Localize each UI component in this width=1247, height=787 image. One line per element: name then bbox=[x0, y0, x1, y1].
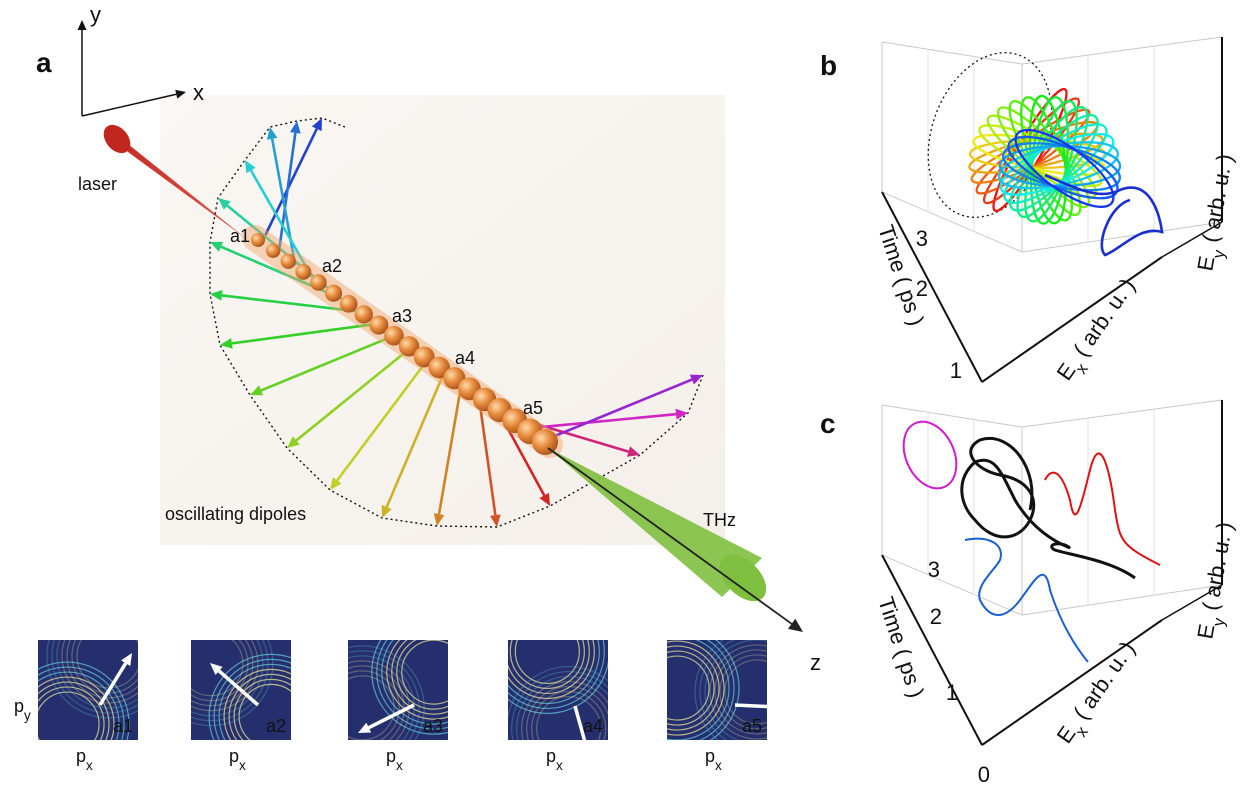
line bbox=[1022, 585, 1222, 615]
inset-x-label-sub: x bbox=[556, 758, 563, 773]
axis-label: x bbox=[193, 80, 204, 105]
axis-title-rest: ( arb. u. ) bbox=[1065, 274, 1140, 366]
inset-y-label: py bbox=[14, 696, 31, 723]
line bbox=[1022, 400, 1222, 427]
inset-x-label-main: p bbox=[76, 746, 86, 766]
projection-xy bbox=[893, 413, 966, 497]
inset-x-label-sub: x bbox=[715, 758, 722, 773]
inset-label: a5 bbox=[742, 716, 762, 736]
projection-ey bbox=[1045, 453, 1160, 565]
chain-label: a3 bbox=[392, 306, 412, 326]
axis-label: y bbox=[90, 2, 101, 27]
dipole bbox=[340, 295, 358, 313]
tick-label: 3 bbox=[928, 557, 940, 582]
tick-label: 3 bbox=[916, 226, 928, 251]
inset-x-label: px bbox=[705, 746, 722, 773]
inset-y-label-main: p bbox=[14, 696, 24, 716]
figure: a y x laser a1 a2 a3 a4 a5 THz z oscillating dipole… bbox=[0, 0, 1247, 787]
dipoles-label: oscillating dipoles bbox=[165, 504, 306, 524]
dipole bbox=[266, 243, 281, 258]
axis-title: Ex ( arb. u. ) bbox=[1052, 637, 1147, 753]
axis-title: Ey ( arb. u. ) bbox=[1192, 520, 1245, 642]
dipole bbox=[325, 285, 342, 302]
projection-ex bbox=[965, 539, 1088, 662]
inset-y-label-sub: y bbox=[24, 708, 31, 723]
tick-label: 2 bbox=[930, 604, 942, 629]
inset-x-label: px bbox=[229, 746, 246, 773]
axis-label: z bbox=[810, 650, 821, 675]
field-3d bbox=[962, 438, 1135, 578]
axis-title: Ex ( arb. u. ) bbox=[1052, 274, 1147, 390]
inset-label: a3 bbox=[423, 716, 443, 736]
chain-label: a2 bbox=[322, 256, 342, 276]
dipole bbox=[310, 274, 327, 291]
chain-label: a4 bbox=[455, 348, 475, 368]
inset-x-label-main: p bbox=[705, 746, 715, 766]
tick-label: 1 bbox=[950, 358, 962, 383]
dipole bbox=[532, 429, 558, 455]
arrow-head bbox=[785, 702, 797, 713]
tick-label: 1 bbox=[946, 680, 958, 705]
axis-title-rest: ( arb. u. ) bbox=[1065, 637, 1140, 729]
inset-x-label: px bbox=[546, 746, 563, 773]
inset-x-label-main: p bbox=[229, 746, 239, 766]
arrow-shaft bbox=[735, 705, 785, 707]
thz-label: THz bbox=[703, 510, 736, 530]
axis-title-rest: ( arb. u. ) bbox=[1196, 520, 1237, 618]
line bbox=[882, 555, 1022, 615]
panel-label: b bbox=[820, 50, 837, 81]
axis-title-rest: ( arb. u. ) bbox=[1196, 152, 1237, 250]
inset-x-label-sub: x bbox=[239, 758, 246, 773]
inset-x-label: px bbox=[76, 746, 93, 773]
line bbox=[1022, 37, 1222, 64]
inset-x-label-main: p bbox=[386, 746, 396, 766]
line bbox=[982, 257, 1162, 382]
dipole bbox=[251, 233, 265, 247]
arrow-head bbox=[580, 740, 590, 753]
panel-label: c bbox=[820, 408, 836, 439]
dipole bbox=[295, 264, 311, 280]
arrow-head bbox=[78, 20, 87, 30]
inset-x-label-sub: x bbox=[396, 758, 403, 773]
chain-label: a1 bbox=[230, 226, 250, 246]
chain-label: a5 bbox=[523, 398, 543, 418]
laser-label: laser bbox=[78, 174, 117, 194]
axis-title: Ey ( arb. u. ) bbox=[1192, 152, 1245, 274]
dipole bbox=[355, 305, 373, 323]
arrow-head bbox=[788, 619, 803, 632]
inset-label: a4 bbox=[583, 716, 603, 736]
panel-label: a bbox=[36, 47, 52, 78]
line bbox=[1022, 222, 1222, 252]
dipole bbox=[281, 254, 296, 269]
inset-x-label: px bbox=[386, 746, 403, 773]
inset-x-label-sub: x bbox=[86, 758, 93, 773]
inset-x-label-main: p bbox=[546, 746, 556, 766]
inset-label: a1 bbox=[113, 716, 133, 736]
axis-title: Time ( ps ) bbox=[873, 594, 929, 701]
line bbox=[882, 405, 1022, 427]
panel-background bbox=[160, 95, 725, 545]
tick-label: 0 bbox=[978, 762, 990, 787]
inset-label: a2 bbox=[266, 716, 286, 736]
